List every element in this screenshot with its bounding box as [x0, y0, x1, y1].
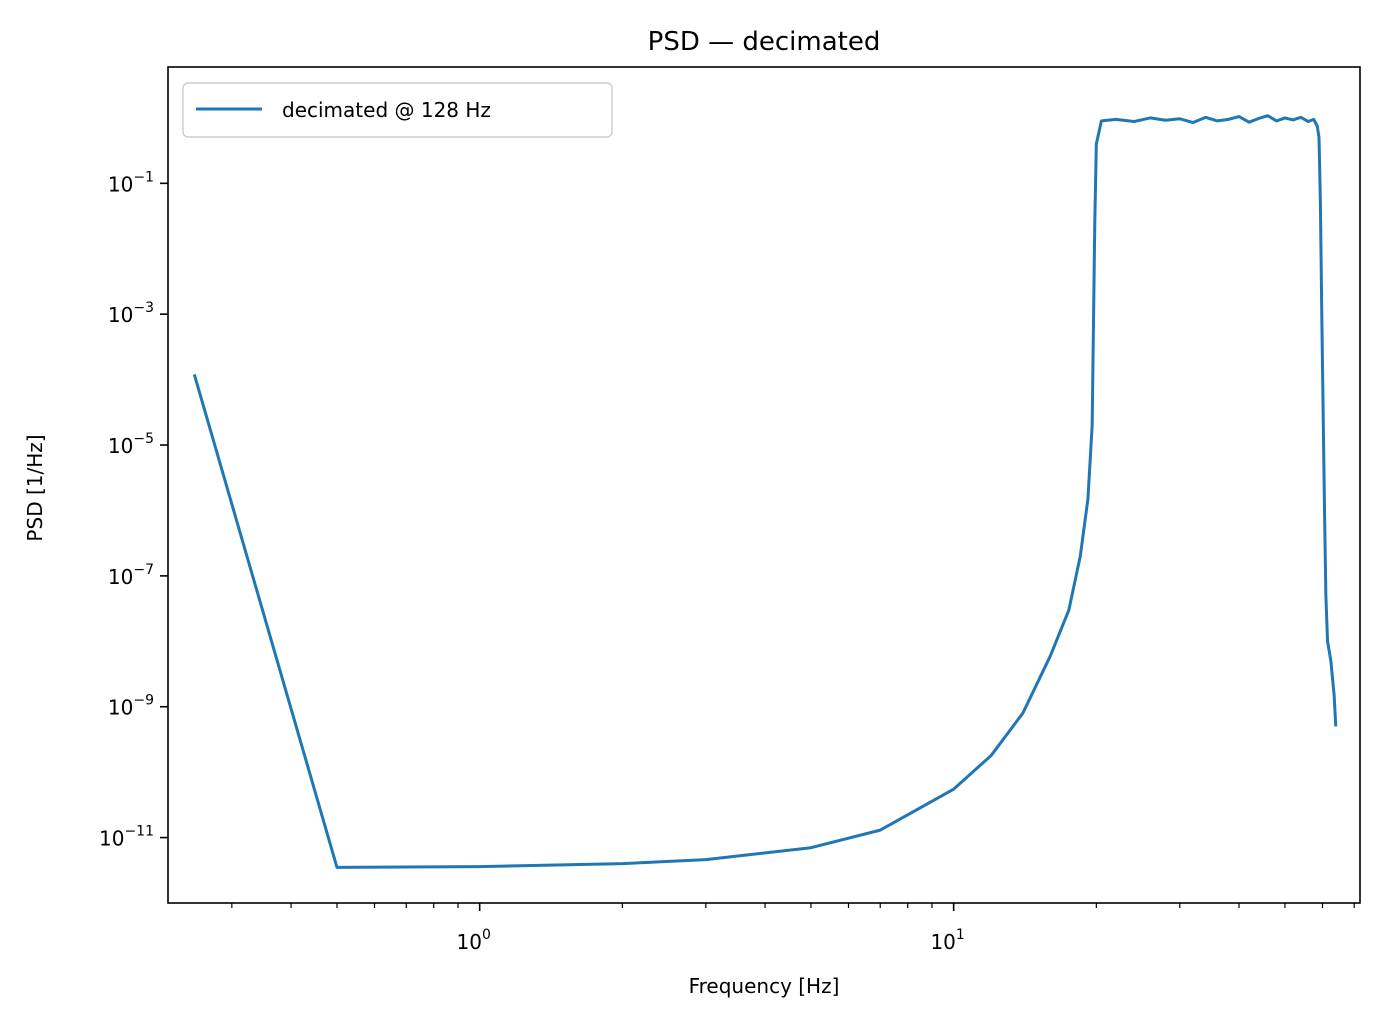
chart-title: PSD — decimated — [648, 27, 881, 57]
axes-frame — [167, 66, 1361, 904]
legend-label: decimated @ 128 Hz — [282, 98, 491, 122]
x-tick-label: 100 — [456, 927, 490, 954]
y-tick-label: 10−9 — [108, 693, 154, 720]
plot-area — [192, 114, 1338, 869]
y-axis-label: PSD [1/Hz] — [23, 434, 47, 541]
legend-box — [182, 82, 613, 138]
x-tick-label: 101 — [930, 927, 964, 954]
y-tick-label: 10−5 — [108, 431, 154, 458]
x-axis: 100 101 — [231, 903, 1355, 954]
legend: decimated @ 128 Hz — [182, 82, 613, 138]
x-axis-label: Frequency [Hz] — [689, 974, 840, 998]
y-tick-label: 10−3 — [108, 300, 154, 327]
y-tick-label: 10−1 — [108, 169, 154, 196]
series-line-0 — [192, 114, 1338, 869]
y-axis: 10−1 10−3 10−5 10−7 10−9 10−11 — [99, 169, 168, 851]
y-tick-label: 10−7 — [108, 562, 154, 589]
y-tick-label: 10−11 — [99, 824, 154, 851]
